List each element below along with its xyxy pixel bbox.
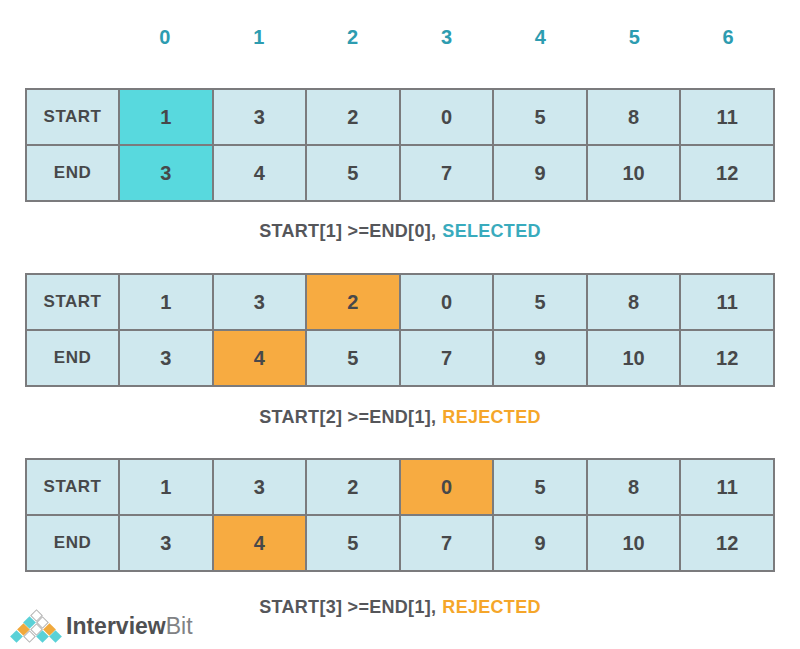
caption-condition: START[2] >=END[1], (259, 407, 436, 427)
caption-2: START[2] >=END[1], REJECTED (0, 407, 800, 428)
cell-start-5: 8 (587, 459, 681, 515)
cell-end-2: 5 (306, 145, 400, 201)
cell-start-1: 3 (213, 89, 307, 145)
cell-end-4: 9 (493, 515, 587, 571)
cell-start-0: 1 (119, 274, 213, 330)
cell-start-6: 11 (680, 89, 774, 145)
cell-start-5: 8 (587, 274, 681, 330)
interval-table-3: START 1 3 2 0 5 8 11 END 3 4 5 7 9 10 12 (25, 458, 775, 572)
row-label-start: START (26, 459, 119, 515)
cell-end-1: 4 (213, 330, 307, 386)
caption-condition: START[1] >=END[0], (259, 221, 436, 241)
table-row-end: END 3 4 5 7 9 10 12 (26, 145, 774, 201)
caption-result: SELECTED (442, 221, 540, 241)
column-index-2: 2 (306, 26, 400, 49)
cell-end-0: 3 (119, 145, 213, 201)
table-row-start: START 1 3 2 0 5 8 11 (26, 274, 774, 330)
cell-end-2: 5 (306, 330, 400, 386)
row-label-end: END (26, 330, 119, 386)
caption-1: START[1] >=END[0], SELECTED (0, 221, 800, 242)
logo-text-interview: Interview (66, 613, 166, 639)
cell-end-3: 7 (400, 145, 494, 201)
row-label-end: END (26, 145, 119, 201)
column-index-4: 4 (493, 26, 587, 49)
cell-start-0: 1 (119, 89, 213, 145)
column-index-header: 0 1 2 3 4 5 6 (25, 26, 775, 49)
cell-end-3: 7 (400, 330, 494, 386)
cell-start-2: 2 (306, 89, 400, 145)
column-index-spacer (25, 26, 118, 49)
cell-start-6: 11 (680, 459, 774, 515)
cell-start-6: 11 (680, 274, 774, 330)
cell-start-4: 5 (493, 89, 587, 145)
cell-start-1: 3 (213, 459, 307, 515)
cell-end-1: 4 (213, 515, 307, 571)
row-label-start: START (26, 89, 119, 145)
cell-end-3: 7 (400, 515, 494, 571)
cell-end-5: 10 (587, 145, 681, 201)
column-index-0: 0 (118, 26, 212, 49)
row-label-end: END (26, 515, 119, 571)
cell-end-6: 12 (680, 515, 774, 571)
table-row-end: END 3 4 5 7 9 10 12 (26, 330, 774, 386)
cell-end-2: 5 (306, 515, 400, 571)
cell-start-3: 0 (400, 459, 494, 515)
cell-start-0: 1 (119, 459, 213, 515)
column-index-3: 3 (400, 26, 494, 49)
row-label-start: START (26, 274, 119, 330)
cell-start-2: 2 (306, 459, 400, 515)
cell-end-1: 4 (213, 145, 307, 201)
cell-end-6: 12 (680, 145, 774, 201)
column-index-6: 6 (681, 26, 775, 49)
cell-start-3: 0 (400, 274, 494, 330)
cell-end-0: 3 (119, 330, 213, 386)
logo-wordmark: InterviewBit (66, 613, 193, 640)
table-row-end: END 3 4 5 7 9 10 12 (26, 515, 774, 571)
caption-result: REJECTED (442, 407, 540, 427)
cell-start-3: 0 (400, 89, 494, 145)
cell-start-2: 2 (306, 274, 400, 330)
cell-end-4: 9 (493, 330, 587, 386)
interval-table-2: START 1 3 2 0 5 8 11 END 3 4 5 7 9 10 12 (25, 273, 775, 387)
cell-end-0: 3 (119, 515, 213, 571)
table-row-start: START 1 3 2 0 5 8 11 (26, 89, 774, 145)
interval-table-1: START 1 3 2 0 5 8 11 END 3 4 5 7 9 10 12 (25, 88, 775, 202)
cell-start-4: 5 (493, 459, 587, 515)
cell-end-4: 9 (493, 145, 587, 201)
cell-end-6: 12 (680, 330, 774, 386)
column-index-5: 5 (587, 26, 681, 49)
logo-text-bit: Bit (166, 613, 193, 639)
cell-end-5: 10 (587, 330, 681, 386)
interviewbit-logo: InterviewBit (12, 610, 232, 646)
cell-start-5: 8 (587, 89, 681, 145)
cell-end-5: 10 (587, 515, 681, 571)
caption-result: REJECTED (442, 597, 540, 617)
column-index-1: 1 (212, 26, 306, 49)
cell-start-4: 5 (493, 274, 587, 330)
cell-start-1: 3 (213, 274, 307, 330)
caption-condition: START[3] >=END[1], (259, 597, 436, 617)
table-row-start: START 1 3 2 0 5 8 11 (26, 459, 774, 515)
